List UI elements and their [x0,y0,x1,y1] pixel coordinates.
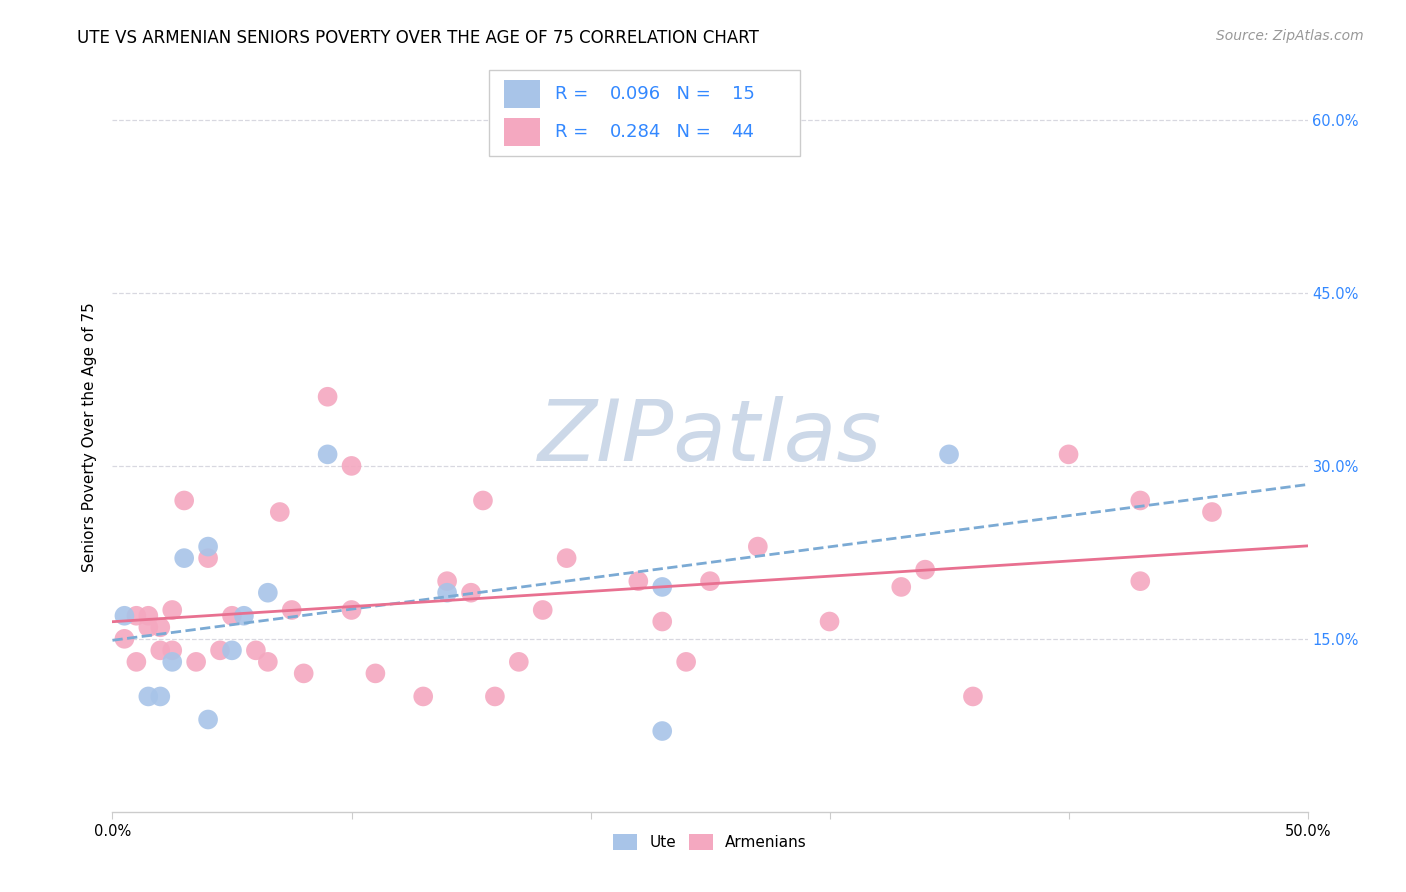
Point [412,690,434,704]
Point [162,655,183,669]
Text: 15: 15 [731,85,755,103]
Point [1057,447,1080,461]
Point [364,666,387,681]
Point [962,690,984,704]
Point [651,724,673,739]
Point [114,632,135,646]
Point [747,540,769,554]
Point [292,666,315,681]
Point [173,493,195,508]
Bar [505,118,540,146]
Point [651,580,673,594]
Point [651,615,673,629]
FancyBboxPatch shape [489,70,800,156]
Point [938,447,960,461]
Point [1201,505,1223,519]
Text: ZIPatlas: ZIPatlas [538,395,882,479]
Point [1129,493,1152,508]
Text: 0.284: 0.284 [610,123,661,141]
Point [197,551,219,566]
Point [197,713,219,727]
Point [699,574,721,589]
Point [138,608,160,623]
Point [221,608,243,623]
Text: N =: N = [665,85,716,103]
Point [818,615,841,629]
Point [340,603,363,617]
Point [173,551,195,566]
Point [233,608,256,623]
Point [508,655,530,669]
Point [472,493,495,508]
Bar [505,79,540,108]
Point [209,643,232,657]
Point [1129,574,1152,589]
Point [281,603,304,617]
Point [531,603,554,617]
Point [316,390,339,404]
Y-axis label: Seniors Poverty Over the Age of 75: Seniors Poverty Over the Age of 75 [82,302,97,572]
Point [114,608,135,623]
Point [162,643,183,657]
Point [221,643,243,657]
Point [316,447,339,461]
Point [245,643,267,657]
Point [138,690,160,704]
Point [340,458,363,473]
Point [675,655,697,669]
Point [149,643,172,657]
Text: R =: R = [554,85,593,103]
Point [125,655,148,669]
Point [125,608,148,623]
Point [484,690,506,704]
Point [257,585,280,599]
Point [149,620,172,634]
Point [257,655,280,669]
Text: 0.096: 0.096 [610,85,661,103]
Point [890,580,912,594]
Legend: Ute, Armenians: Ute, Armenians [607,829,813,856]
Point [269,505,291,519]
Point [914,563,936,577]
Text: UTE VS ARMENIAN SENIORS POVERTY OVER THE AGE OF 75 CORRELATION CHART: UTE VS ARMENIAN SENIORS POVERTY OVER THE… [77,29,759,46]
Point [149,690,172,704]
Point [627,574,650,589]
Point [138,620,160,634]
Point [555,551,578,566]
Point [436,585,458,599]
Text: R =: R = [554,123,593,141]
Point [460,585,482,599]
Point [436,574,458,589]
Text: N =: N = [665,123,716,141]
Point [186,655,208,669]
Text: Source: ZipAtlas.com: Source: ZipAtlas.com [1216,29,1364,43]
Point [197,540,219,554]
Text: 44: 44 [731,123,755,141]
Point [162,603,183,617]
